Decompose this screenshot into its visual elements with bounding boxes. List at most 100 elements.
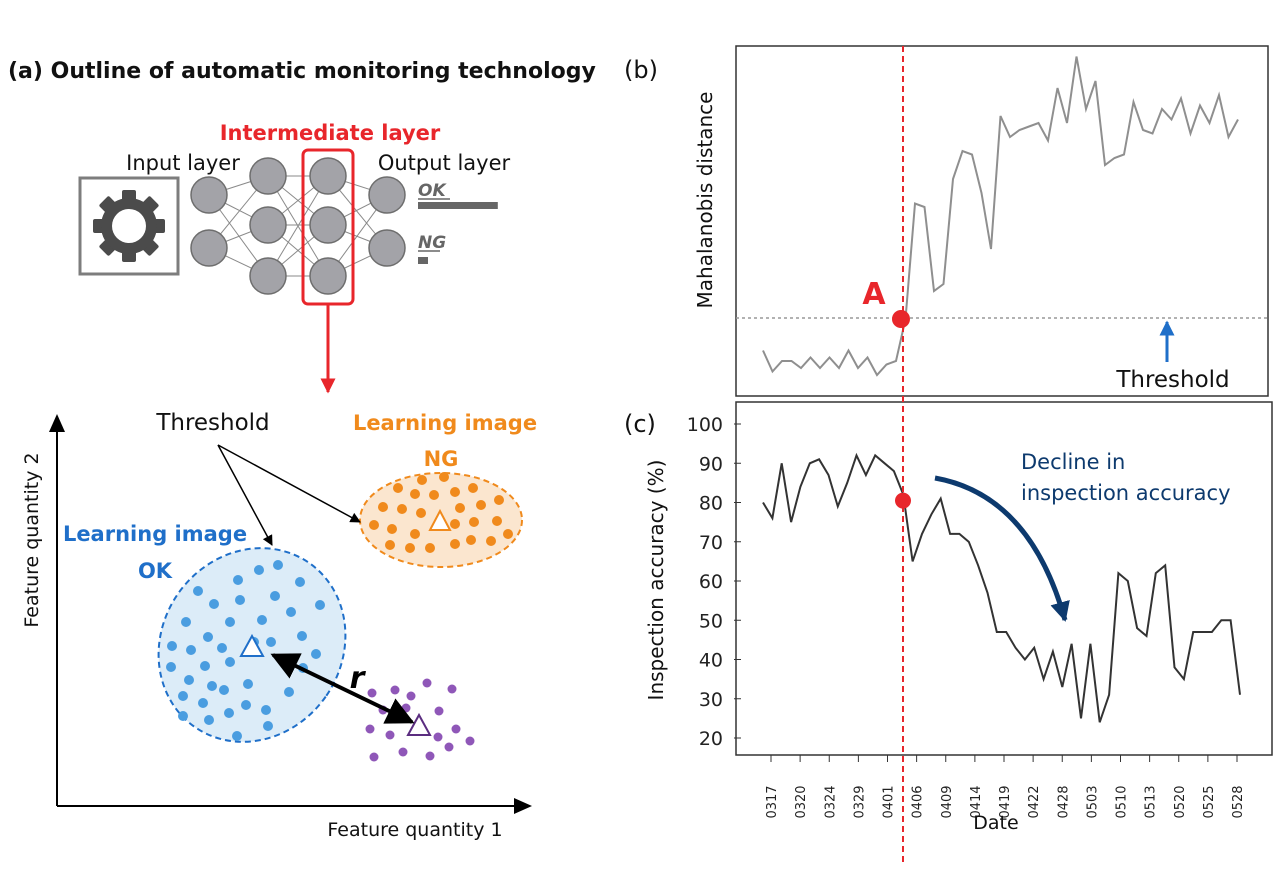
nn-node <box>309 157 347 195</box>
ok-sample-point <box>166 662 176 672</box>
ok-sample-point <box>207 681 217 691</box>
nn-connection <box>267 175 329 277</box>
learning-ng-sub: NG <box>424 447 459 471</box>
ok-score-bar <box>418 202 498 209</box>
decline-arrow <box>934 475 1070 622</box>
y-tick-label: 80 <box>699 493 723 515</box>
ok-sample-point <box>178 711 188 721</box>
learning-ok-title: Learning image <box>63 522 247 546</box>
test-sample-point <box>365 724 375 734</box>
nn-node <box>249 206 287 244</box>
ng-sample-point <box>469 517 479 527</box>
ok-sample-points <box>166 560 325 741</box>
feature-space: Feature quantity 1 Feature quantity 2 r … <box>21 410 537 841</box>
ok-sample-point <box>284 687 294 697</box>
test-sample-point <box>434 706 444 716</box>
output-layer-label: Output layer <box>378 151 511 175</box>
nn-node <box>190 176 228 214</box>
point-a-label: A <box>862 277 886 312</box>
test-sample-point <box>422 678 432 688</box>
test-sample-point <box>465 736 475 746</box>
panel-c-y-ticks: 20 30 40 50 60 70 80 90 100 <box>687 414 741 750</box>
test-centroid-triangle <box>406 712 432 736</box>
ok-sample-point <box>217 643 227 653</box>
neural-network: Intermediate layer Input layer Output la… <box>78 121 511 394</box>
panel-b-label: (b) <box>624 56 658 84</box>
panel-b-y-label: Mahalanobis distance <box>693 92 717 309</box>
ok-sample-point <box>254 565 264 575</box>
ng-sample-point <box>450 487 460 497</box>
ng-sample-point <box>410 489 420 499</box>
ok-sample-point <box>266 637 276 647</box>
decline-annotation-line-1: Decline in <box>1021 450 1125 474</box>
panel-c-x-ticks: 0317 0320 0324 0329 0401 0406 0409 0414 0419 0422… <box>765 755 1246 819</box>
x-tick-label: 0401 <box>882 785 897 818</box>
ng-sample-point <box>369 520 379 530</box>
test-sample-point <box>398 747 408 757</box>
x-tick-label: 0422 <box>1027 785 1042 818</box>
distance-r-label: r <box>350 661 367 696</box>
ng-sample-point <box>450 539 460 549</box>
ok-sample-point <box>235 595 245 605</box>
x-tick-label: 0525 <box>1202 785 1217 818</box>
x-axis-arrowhead <box>514 798 532 814</box>
y-tick-label: 100 <box>687 414 723 436</box>
ng-output-label: NG <box>418 233 446 253</box>
ok-sample-point <box>209 599 219 609</box>
ok-sample-point <box>193 586 203 596</box>
test-sample-point <box>367 688 377 698</box>
ok-sample-point <box>270 591 280 601</box>
ng-sample-point <box>405 543 415 553</box>
ok-sample-point <box>263 721 273 731</box>
threshold-pointer-ng <box>217 444 361 523</box>
ok-sample-point <box>225 657 235 667</box>
ok-sample-point <box>233 575 243 585</box>
x-tick-label: 0510 <box>1115 785 1130 818</box>
x-tick-label: 0419 <box>998 785 1013 818</box>
y-tick-label: 70 <box>699 532 723 554</box>
learning-ok-sub: OK <box>138 559 173 583</box>
ok-sample-point <box>200 661 210 671</box>
input-layer-label: Input layer <box>126 151 240 175</box>
test-sample-point <box>444 742 454 752</box>
ok-sample-point <box>295 577 305 587</box>
x-tick-label: 0324 <box>823 785 838 818</box>
x-axis-label: Feature quantity 1 <box>327 819 502 841</box>
y-tick-label: 50 <box>699 610 723 632</box>
intermediate-layer-label: Intermediate layer <box>220 121 441 145</box>
x-tick-label: 0513 <box>1144 785 1159 818</box>
ok-sample-point <box>184 675 194 685</box>
ok-sample-point <box>204 715 214 725</box>
ok-sample-point <box>203 632 213 642</box>
ng-sample-points <box>369 472 513 553</box>
ng-sample-point <box>378 502 388 512</box>
ok-sample-point <box>186 645 196 655</box>
ng-sample-point <box>494 495 504 505</box>
ng-sample-point <box>387 524 397 534</box>
ok-sample-point <box>232 731 242 741</box>
test-sample-point <box>385 730 395 740</box>
ng-sample-point <box>450 519 460 529</box>
nn-node <box>309 206 347 244</box>
nn-node <box>249 157 287 195</box>
panel-c-y-label: Inspection accuracy (%) <box>644 460 668 701</box>
ng-sample-point <box>397 504 407 514</box>
ok-sample-point <box>178 691 188 701</box>
ng-sample-point <box>466 535 476 545</box>
ok-sample-point <box>181 617 191 627</box>
ng-sample-point <box>429 490 439 500</box>
x-tick-label: 0406 <box>911 785 926 818</box>
x-tick-label: 0428 <box>1056 785 1071 818</box>
ng-sample-point <box>393 483 403 493</box>
intermediate-layer-highlight <box>301 148 355 306</box>
ok-sample-point <box>261 705 271 715</box>
x-tick-label: 0320 <box>794 785 809 818</box>
nn-node <box>309 257 347 295</box>
threshold-callout-label: Threshold <box>155 410 269 436</box>
ng-sample-point <box>417 475 427 485</box>
ok-sample-point <box>225 617 235 627</box>
y-tick-label: 30 <box>699 689 723 711</box>
ok-sample-point <box>167 641 177 651</box>
x-tick-label: 0520 <box>1173 785 1188 818</box>
